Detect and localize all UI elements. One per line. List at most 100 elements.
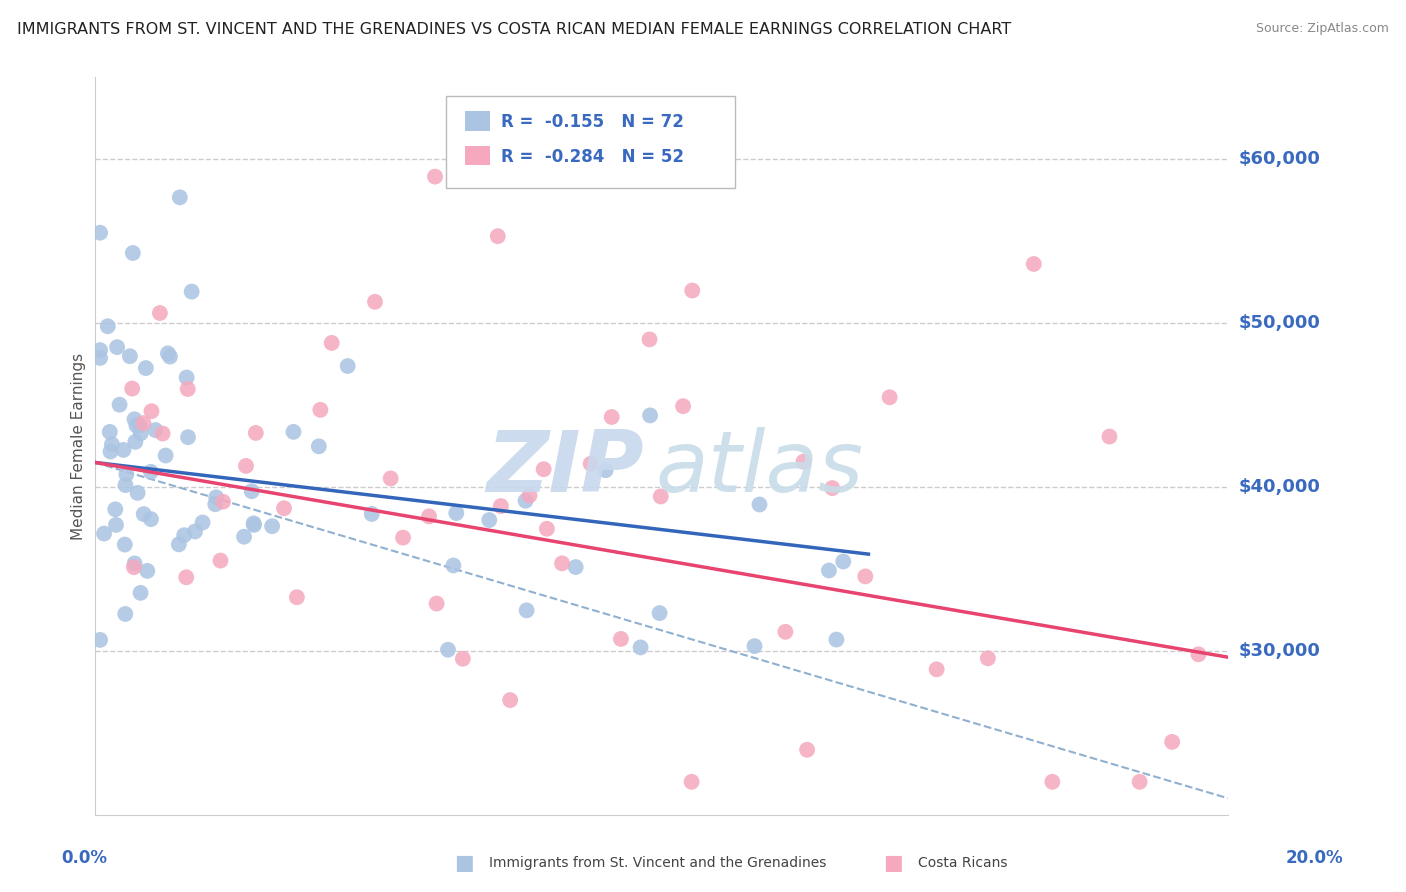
- Text: R =  -0.284   N = 52: R = -0.284 N = 52: [502, 148, 685, 166]
- Point: [121, 246, 143, 260]
- Point: [156, 346, 179, 360]
- Point: [681, 284, 703, 298]
- Point: [212, 494, 235, 508]
- Point: [285, 591, 308, 605]
- Point: [122, 560, 145, 574]
- Point: [105, 517, 128, 532]
- Point: [595, 463, 617, 477]
- Text: atlas: atlas: [655, 426, 863, 509]
- Point: [681, 774, 703, 789]
- Point: [114, 538, 136, 552]
- Point: [129, 426, 152, 441]
- Point: [796, 743, 818, 757]
- Point: [441, 558, 464, 573]
- Point: [638, 409, 661, 423]
- Point: [118, 349, 141, 363]
- Point: [650, 490, 672, 504]
- FancyBboxPatch shape: [465, 111, 491, 130]
- Point: [167, 537, 190, 551]
- Point: [101, 437, 124, 451]
- Text: Immigrants from St. Vincent and the Grenadines: Immigrants from St. Vincent and the Gren…: [489, 855, 827, 870]
- Point: [180, 285, 202, 299]
- Point: [648, 606, 671, 620]
- Point: [273, 501, 295, 516]
- Point: [177, 382, 200, 396]
- Text: ■: ■: [454, 853, 474, 872]
- Y-axis label: Median Female Earnings: Median Female Earnings: [72, 352, 86, 540]
- Point: [129, 586, 152, 600]
- Point: [533, 462, 555, 476]
- FancyBboxPatch shape: [465, 145, 491, 165]
- Point: [610, 632, 633, 646]
- Point: [446, 506, 468, 520]
- Point: [115, 467, 138, 482]
- Point: [364, 294, 387, 309]
- Point: [159, 350, 181, 364]
- Point: [136, 564, 159, 578]
- Point: [519, 488, 541, 502]
- Point: [423, 169, 446, 184]
- Point: [977, 651, 1000, 665]
- Point: [825, 632, 848, 647]
- Text: 20.0%: 20.0%: [1286, 849, 1343, 867]
- Point: [418, 509, 440, 524]
- Text: 0.0%: 0.0%: [62, 849, 107, 867]
- Point: [321, 335, 343, 350]
- Text: Source: ZipAtlas.com: Source: ZipAtlas.com: [1256, 22, 1389, 36]
- Point: [135, 361, 157, 376]
- Point: [1161, 735, 1184, 749]
- Point: [853, 569, 876, 583]
- Point: [191, 516, 214, 530]
- Text: $50,000: $50,000: [1239, 314, 1320, 332]
- Point: [536, 522, 558, 536]
- Point: [124, 412, 146, 426]
- Point: [551, 557, 574, 571]
- Text: ■: ■: [883, 853, 903, 872]
- Point: [149, 306, 172, 320]
- Point: [108, 398, 131, 412]
- Point: [672, 399, 695, 413]
- Point: [308, 439, 330, 453]
- Point: [132, 416, 155, 430]
- Text: $30,000: $30,000: [1239, 641, 1320, 660]
- Point: [124, 434, 146, 449]
- Point: [97, 319, 120, 334]
- Point: [360, 507, 382, 521]
- Text: Costa Ricans: Costa Ricans: [918, 855, 1008, 870]
- Point: [336, 359, 359, 373]
- Point: [1022, 257, 1045, 271]
- Point: [515, 493, 537, 508]
- Point: [139, 465, 162, 479]
- Point: [516, 603, 538, 617]
- Point: [89, 226, 111, 240]
- Point: [818, 564, 841, 578]
- Point: [240, 484, 263, 499]
- Point: [114, 478, 136, 492]
- Point: [832, 555, 855, 569]
- Point: [564, 560, 586, 574]
- Point: [243, 517, 266, 532]
- Point: [169, 190, 191, 204]
- Point: [486, 229, 509, 244]
- Point: [152, 426, 174, 441]
- Point: [177, 430, 200, 444]
- Point: [600, 409, 623, 424]
- Text: $40,000: $40,000: [1239, 478, 1320, 496]
- Point: [489, 499, 512, 513]
- Text: ZIP: ZIP: [486, 426, 644, 509]
- Point: [1187, 648, 1209, 662]
- Point: [127, 486, 149, 500]
- Point: [93, 526, 115, 541]
- Point: [205, 491, 228, 505]
- Point: [132, 507, 155, 521]
- Point: [184, 524, 207, 539]
- Point: [235, 458, 257, 473]
- Point: [89, 343, 111, 358]
- Text: $60,000: $60,000: [1239, 151, 1320, 169]
- Point: [638, 333, 661, 347]
- Point: [121, 382, 143, 396]
- Point: [478, 513, 501, 527]
- Point: [145, 423, 167, 437]
- Text: R =  -0.155   N = 72: R = -0.155 N = 72: [502, 113, 685, 131]
- Point: [98, 425, 121, 439]
